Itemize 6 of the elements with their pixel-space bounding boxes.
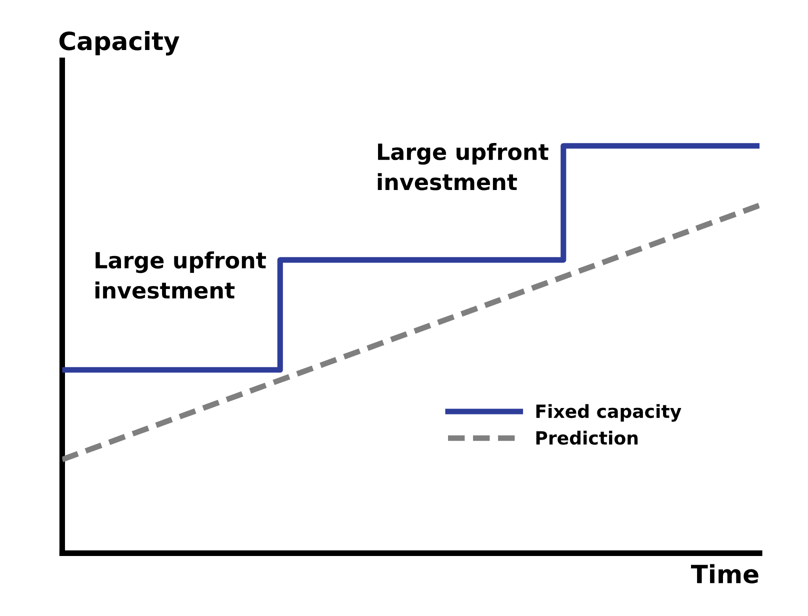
y-axis-title: Capacity <box>59 31 180 56</box>
annotation: Large upfront investment <box>378 142 548 190</box>
legend-label: Prediction <box>536 430 638 445</box>
x-axis-title: Time <box>691 564 758 584</box>
annotation: Large upfront investment <box>95 251 266 299</box>
legend-label: Fixed capacity <box>536 404 682 422</box>
